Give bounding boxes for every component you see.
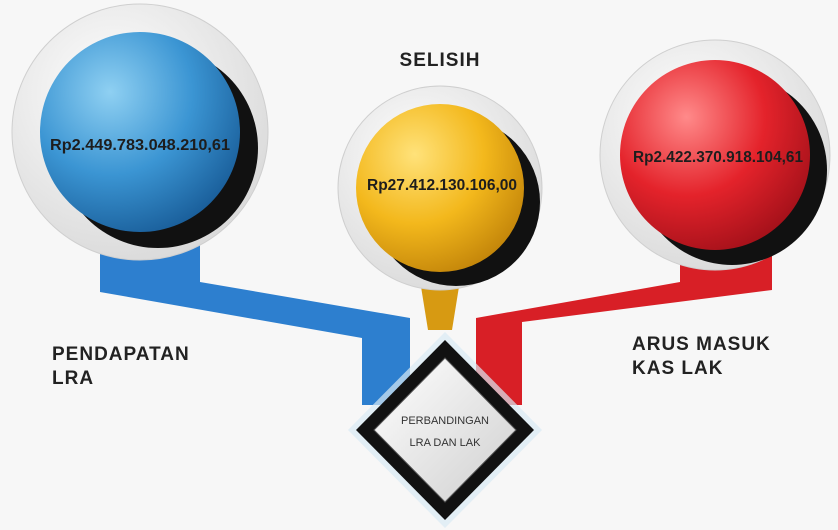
center-label: PERBANDINGAN <box>401 415 489 427</box>
node-label: PENDAPATAN <box>52 344 190 365</box>
center-label: LRA DAN LAK <box>410 437 482 449</box>
node-label: KAS LAK <box>632 358 723 379</box>
circle-blue <box>40 32 240 232</box>
node-value: Rp2.422.370.918.104,61 <box>633 149 803 166</box>
node-value: Rp2.449.783.048.210,61 <box>50 137 230 154</box>
node-value: Rp27.412.130.106,00 <box>367 177 517 194</box>
infographic: Rp2.449.783.048.210,61 Rp27.412.130.106,… <box>0 0 838 530</box>
node-label: LRA <box>52 368 94 389</box>
node-label: ARUS MASUK <box>632 334 771 355</box>
node-label: SELISIH <box>400 50 481 71</box>
